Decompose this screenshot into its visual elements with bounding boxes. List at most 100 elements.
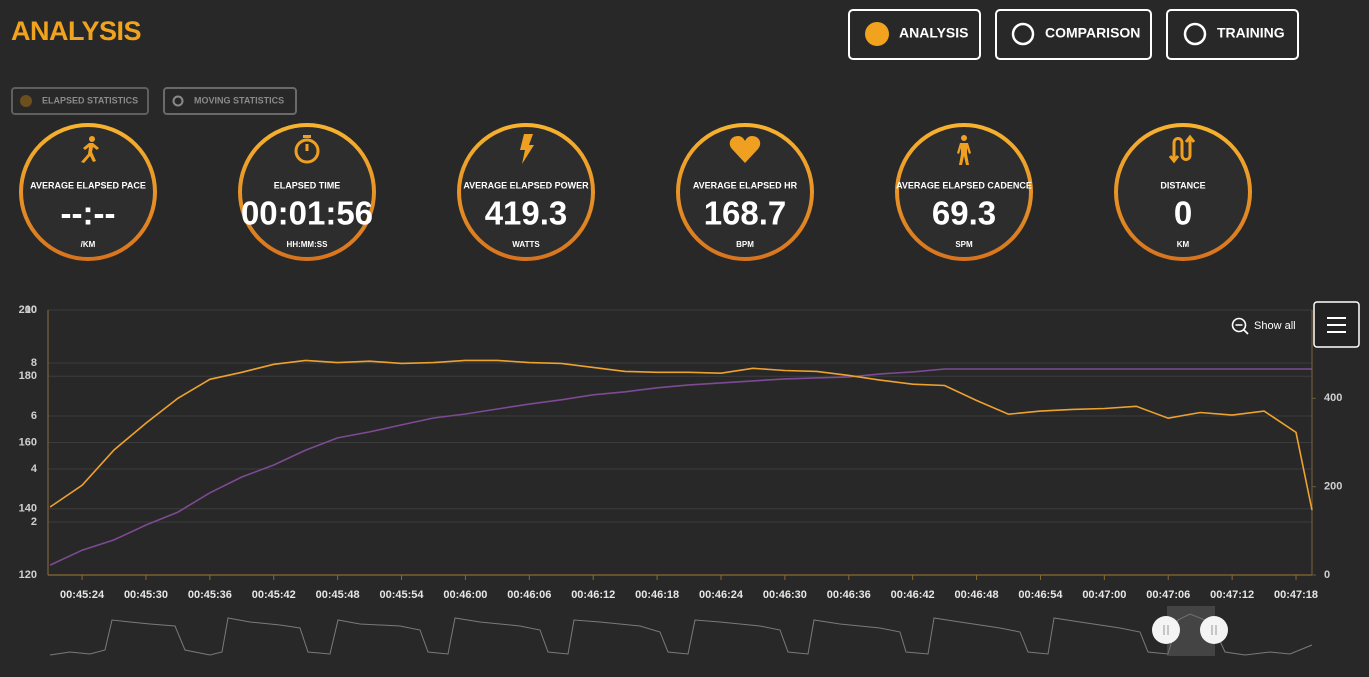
tab-label[interactable]: TRAINING <box>1217 25 1285 41</box>
zoom-icon <box>1235 324 1249 335</box>
stat-value: --:-- <box>61 195 116 232</box>
tab-label[interactable]: COMPARISON <box>1045 25 1140 41</box>
stat-unit: KM <box>1177 240 1190 249</box>
stat-label: AVERAGE ELAPSED CADENCE <box>896 180 1032 190</box>
stat-value: 168.7 <box>704 195 787 232</box>
menu-button[interactable] <box>1313 301 1360 348</box>
chart: 120 140 160 180 200 2 4 6 8 10 0 200 400 00:45:24 00:4… <box>19 304 1343 601</box>
navigator-handle[interactable] <box>1152 616 1180 644</box>
toggle-label[interactable]: ELAPSED STATISTICS <box>42 95 138 105</box>
y2-tick-label: 200 <box>1324 481 1342 493</box>
tab-dot <box>865 22 889 46</box>
navigator-grip <box>1163 625 1169 635</box>
y-tick-label: 10 <box>25 304 37 316</box>
y-tick-label: 4 <box>31 463 38 475</box>
x-tick-label: 00:46:54 <box>1018 589 1063 601</box>
tab-dot <box>1011 22 1035 46</box>
tab-frame[interactable] <box>995 9 1152 60</box>
toggle-dot <box>172 95 184 107</box>
tab[interactable]: COMPARISON <box>995 9 1152 60</box>
y-tick-label: 140 <box>19 503 37 515</box>
menu-icon <box>1327 317 1346 333</box>
stat-ring <box>676 123 814 261</box>
icon-timer <box>294 135 320 164</box>
toggle-dot <box>20 95 32 107</box>
x-tick-label: 00:45:42 <box>252 589 296 601</box>
x-tick-label: 00:45:48 <box>316 589 360 601</box>
stat-label: ELAPSED TIME <box>274 180 341 190</box>
page-title: ANALYSIS <box>11 16 141 46</box>
icon-pace <box>81 136 99 163</box>
zoom-icon[interactable] <box>1231 317 1247 333</box>
stat-label: AVERAGE ELAPSED HR <box>693 180 798 190</box>
y-tick-label: 120 <box>19 569 37 581</box>
tab-frame[interactable] <box>1166 9 1299 60</box>
icon-heart <box>729 136 761 163</box>
stat-ring <box>895 123 1033 261</box>
stat-ring <box>457 123 595 261</box>
toggle-frame[interactable] <box>163 87 297 115</box>
icon-cadence <box>957 135 971 165</box>
y2-tick-label: 0 <box>1324 569 1330 581</box>
stat-unit: HH:MM:SS <box>287 240 329 249</box>
x-tick-label: 00:47:18 <box>1274 589 1318 601</box>
tab-label[interactable]: ANALYSIS <box>899 25 969 41</box>
x-tick-label: 00:45:36 <box>188 589 232 601</box>
tab[interactable]: TRAINING <box>1166 9 1299 60</box>
y-tick-label: 8 <box>31 357 37 369</box>
x-tick-label: 00:45:54 <box>380 589 425 601</box>
series-line <box>49 359 1313 511</box>
y-tick-label: 180 <box>19 370 37 382</box>
stat-ring <box>19 123 157 261</box>
x-tick-label: 00:45:30 <box>124 589 168 601</box>
stat-ring <box>238 123 376 261</box>
toggle-label[interactable]: MOVING STATISTICS <box>194 95 284 105</box>
stat-label: AVERAGE ELAPSED PACE <box>30 180 146 190</box>
stat-unit: SPM <box>955 240 973 249</box>
toggle-frame[interactable] <box>11 87 149 115</box>
x-tick-label: 00:47:06 <box>1146 589 1190 601</box>
series-line <box>49 368 1312 566</box>
stat-cards: AVERAGE ELAPSED PACE --:-- /KM ELAPSED TIME… <box>19 123 1252 261</box>
zoom-reset-label[interactable]: Show all <box>1254 320 1296 332</box>
navigator-grip <box>1211 625 1217 635</box>
stat-value: 419.3 <box>485 195 568 232</box>
tab-frame[interactable] <box>848 9 981 60</box>
icon-power <box>520 134 534 164</box>
x-tick-label: 00:47:12 <box>1210 589 1254 601</box>
x-tick-label: 00:46:30 <box>763 589 807 601</box>
toggle[interactable]: MOVING STATISTICS <box>163 87 297 115</box>
stat-value: 00:01:56 <box>241 195 373 232</box>
x-tick-label: 00:46:06 <box>507 589 551 601</box>
zoom-reset[interactable]: Show all <box>1231 317 1296 335</box>
y-tick-label: 200 <box>19 304 37 316</box>
navigator-series <box>49 613 1313 656</box>
navigator-handle[interactable] <box>1200 616 1228 644</box>
x-tick-label: 00:45:24 <box>60 589 105 601</box>
x-tick-label: 00:47:00 <box>1082 589 1126 601</box>
x-tick-label: 00:46:42 <box>891 589 935 601</box>
x-tick-label: 00:46:36 <box>827 589 871 601</box>
x-tick-label: 00:46:48 <box>955 589 999 601</box>
stat-unit: /KM <box>81 240 96 249</box>
x-tick-label: 00:46:18 <box>635 589 679 601</box>
stat-label: DISTANCE <box>1160 180 1205 190</box>
y-tick-label: 2 <box>31 516 37 528</box>
x-tick-label: 00:46:00 <box>443 589 487 601</box>
y-tick-label: 6 <box>31 410 37 422</box>
stat-value: 0 <box>1174 195 1192 232</box>
stat-unit: WATTS <box>512 240 540 249</box>
x-tick-label: 00:46:24 <box>699 589 744 601</box>
y-tick-label: 160 <box>19 436 37 448</box>
tab-dot <box>1183 22 1207 46</box>
stat-ring <box>1114 123 1252 261</box>
tab[interactable]: ANALYSIS <box>848 9 981 60</box>
stat-value: 69.3 <box>932 195 996 232</box>
stat-label: AVERAGE ELAPSED POWER <box>463 180 589 190</box>
navigator[interactable] <box>49 606 1313 656</box>
x-tick-label: 00:46:12 <box>571 589 615 601</box>
y2-tick-label: 400 <box>1324 392 1342 404</box>
toggle[interactable]: ELAPSED STATISTICS <box>11 87 149 115</box>
